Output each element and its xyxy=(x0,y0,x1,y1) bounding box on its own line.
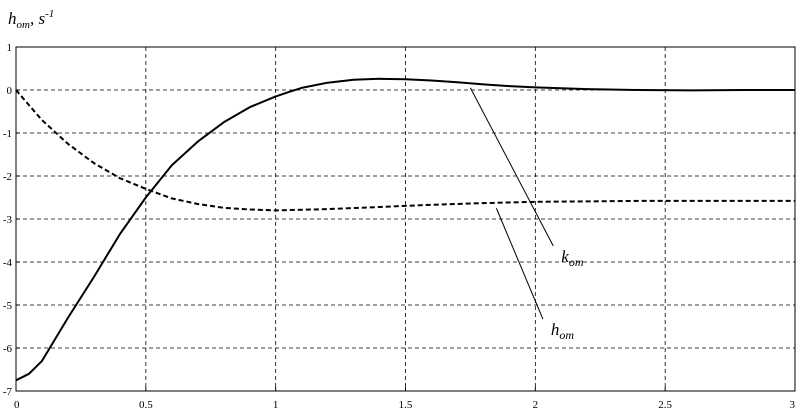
series-line-k-om xyxy=(15,77,795,382)
x-tick-label-0: 0 xyxy=(14,399,20,411)
grid-lines xyxy=(16,47,795,391)
x-tick-label-3: 1.5 xyxy=(399,399,413,411)
series-line-h-om xyxy=(15,89,795,212)
series-label-h-om: hom xyxy=(551,320,575,342)
x-tick-label-6: 3 xyxy=(790,399,796,411)
series-labels: kom hom xyxy=(469,87,584,342)
x-tick-labels: 0 0.5 1 1.5 2 2.5 3 xyxy=(14,387,796,411)
y-tick-label-0: 1 xyxy=(7,42,13,54)
series-group xyxy=(15,77,795,382)
y-tick-label-1: 0 xyxy=(7,85,13,97)
y-tick-labels: 1 0 -1 -2 -3 -4 -5 -6 -7 xyxy=(3,42,20,398)
y-tick-label-5: -4 xyxy=(3,257,13,269)
y-tick-label-3: -2 xyxy=(3,171,12,183)
y-tick-label-7: -6 xyxy=(3,343,13,355)
y-tick-label-2: -1 xyxy=(3,128,12,140)
y-axis-label: hom, s-1 xyxy=(8,8,54,31)
x-tick-label-2: 1 xyxy=(273,399,279,411)
leader-line-k-om xyxy=(469,87,554,247)
leader-line-h-om xyxy=(495,208,544,320)
x-tick-label-4: 2 xyxy=(533,399,539,411)
y-tick-label-4: -3 xyxy=(3,214,13,226)
x-tick-label-1: 0.5 xyxy=(139,399,153,411)
series-label-k-om: kom xyxy=(561,247,584,269)
y-tick-label-6: -5 xyxy=(3,300,13,312)
x-tick-label-5: 2.5 xyxy=(658,399,672,411)
y-tick-label-8: -7 xyxy=(3,386,13,398)
